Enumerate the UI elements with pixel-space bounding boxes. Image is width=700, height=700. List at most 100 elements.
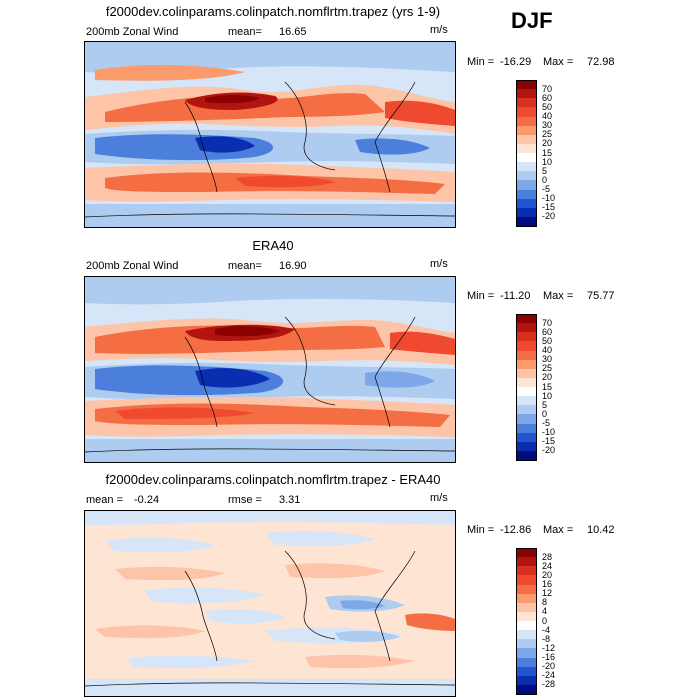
- colorbar-tick-label: -5: [542, 418, 551, 428]
- panel-2-colorbar: 70 60 50 40 30 25 20 15 10 5 0 -5 -10 -15 -20: [516, 314, 576, 461]
- panel-1-max-value: 72.98: [587, 56, 615, 68]
- colorbar-tick-label: 40: [542, 345, 553, 355]
- colorbar-segment: [516, 566, 537, 576]
- colorbar-segment: [516, 368, 537, 379]
- colorbar-segment: [516, 575, 537, 585]
- colorbar-tick-label: -10: [542, 193, 556, 204]
- panel-3-mean-label: mean =: [86, 494, 123, 506]
- panel-2-contour-field: [85, 277, 455, 462]
- colorbar-segment: [516, 216, 537, 227]
- panel-2-map: [84, 276, 456, 463]
- colorbar-tick-label: -20: [542, 661, 556, 672]
- colorbar-tick-label: -20: [542, 211, 556, 222]
- panel-2-mean-value: 16.90: [279, 260, 307, 272]
- colorbar-tick-label: -10: [542, 427, 556, 438]
- colorbar-tick-label: 12: [542, 588, 553, 599]
- colorbar-segment: [516, 611, 537, 622]
- colorbar-tick-label: -20: [542, 445, 556, 456]
- colorbar-segment: [516, 396, 537, 406]
- colorbar-segment: [516, 332, 537, 342]
- colorbar-segment: [516, 180, 537, 190]
- colorbar-tick-label: 10: [542, 156, 553, 167]
- panel-1-map: [84, 41, 456, 228]
- panel-2-max-value: 75.77: [587, 290, 615, 302]
- colorbar-tick-label: 5: [542, 399, 548, 410]
- colorbar-segment: [516, 153, 537, 163]
- colorbar-segment: [516, 171, 537, 181]
- panel-3-min-value: -12.86: [500, 524, 532, 536]
- colorbar-segment: [516, 80, 537, 90]
- panel-1-mean-label: mean=: [228, 26, 262, 38]
- colorbar-segment: [516, 630, 537, 640]
- colorbar-segment: [516, 593, 537, 604]
- panel-1-contour-field: [85, 42, 455, 227]
- colorbar-tick-label: -24: [542, 670, 556, 681]
- colorbar-segment: [516, 143, 537, 154]
- panel-1-units: m/s: [430, 24, 448, 36]
- colorbar-segment: [516, 89, 537, 99]
- panel-2-min-value: -11.20: [500, 290, 531, 302]
- colorbar-tick-label: -5: [542, 184, 551, 194]
- panel-3-units: m/s: [430, 492, 448, 504]
- colorbar-tick-label: 0: [542, 174, 548, 185]
- colorbar-tick-label: -15: [542, 436, 556, 447]
- colorbar-segment: [516, 441, 537, 452]
- panel-3-max-value: 10.42: [587, 524, 615, 536]
- panel-3-contour-field: [85, 511, 455, 696]
- colorbar-segment: [516, 639, 537, 649]
- colorbar-segment: [516, 162, 537, 172]
- colorbar-segment: [516, 189, 537, 200]
- colorbar-segment: [516, 450, 537, 461]
- colorbar-segment: [516, 684, 537, 695]
- colorbar-segment: [516, 648, 537, 658]
- colorbar-segment: [516, 134, 537, 145]
- panel-3-rmse-value: 3.31: [279, 494, 301, 506]
- colorbar-tick-label: -15: [542, 202, 556, 213]
- panel-3-min-label: Min =: [467, 524, 495, 536]
- panel-2-variable-label: 200mb Zonal Wind: [86, 260, 179, 272]
- colorbar-segment: [516, 207, 537, 218]
- colorbar-segment: [516, 198, 537, 209]
- colorbar-tick-label: 20: [542, 138, 553, 149]
- colorbar-segment: [516, 323, 537, 333]
- colorbar-tick-label: 10: [542, 390, 553, 401]
- colorbar-segment: [516, 350, 537, 361]
- colorbar-tick-label: 28: [542, 551, 553, 562]
- colorbar-segment: [516, 548, 537, 558]
- colorbar-segment: [516, 666, 537, 677]
- panel-1-min-label: Min =: [467, 56, 495, 68]
- colorbar-segment: [516, 423, 537, 434]
- colorbar-tick-label: 15: [542, 147, 553, 158]
- colorbar-segment: [516, 675, 537, 686]
- colorbar-tick-label: 16: [542, 579, 553, 589]
- colorbar-tick-label: 30: [542, 354, 553, 365]
- colorbar-tick-label: 24: [542, 560, 553, 571]
- panel-3-title: f2000dev.colinparams.colinpatch.nomflrtm…: [105, 472, 441, 487]
- panel-1-colorbar: 70 60 50 40 30 25 20 15 10 5 0 -5 -10 -15 -20: [516, 80, 576, 227]
- colorbar-tick-label: -16: [542, 652, 556, 662]
- panel-2-min-label: Min =: [467, 290, 495, 302]
- panel-1-min-value: -16.29: [500, 56, 532, 68]
- colorbar-tick-label: -28: [542, 679, 556, 690]
- panel-1-variable-label: 200mb Zonal Wind: [86, 26, 179, 38]
- colorbar-tick-label: 70: [542, 83, 553, 94]
- panel-3-map: [84, 510, 456, 697]
- panel-2-max-label: Max =: [543, 290, 574, 302]
- colorbar-tick-label: -4: [542, 624, 551, 635]
- colorbar-segment: [516, 314, 537, 324]
- colorbar-tick-label: 0: [542, 408, 548, 419]
- panel-3-colorbar: 28 24 20 16 12 8 4 0 -4 -8 -12 -16 -20 -24 -28: [516, 548, 576, 695]
- colorbar-segment: [516, 557, 537, 567]
- panel-3-rmse-label: rmse =: [228, 494, 262, 506]
- colorbar-tick-label: 30: [542, 120, 553, 131]
- panel-2-mean-label: mean=: [228, 260, 262, 272]
- colorbar-segment: [516, 414, 537, 424]
- panel-2-units: m/s: [430, 258, 448, 270]
- colorbar-tick-label: 50: [542, 101, 553, 112]
- colorbar-segment: [516, 341, 537, 351]
- colorbar-segment: [516, 657, 537, 668]
- colorbar-segment: [516, 98, 537, 108]
- colorbar-tick-label: 70: [542, 317, 553, 328]
- panel-2-title: ERA40: [252, 238, 294, 253]
- colorbar-segment: [516, 359, 537, 370]
